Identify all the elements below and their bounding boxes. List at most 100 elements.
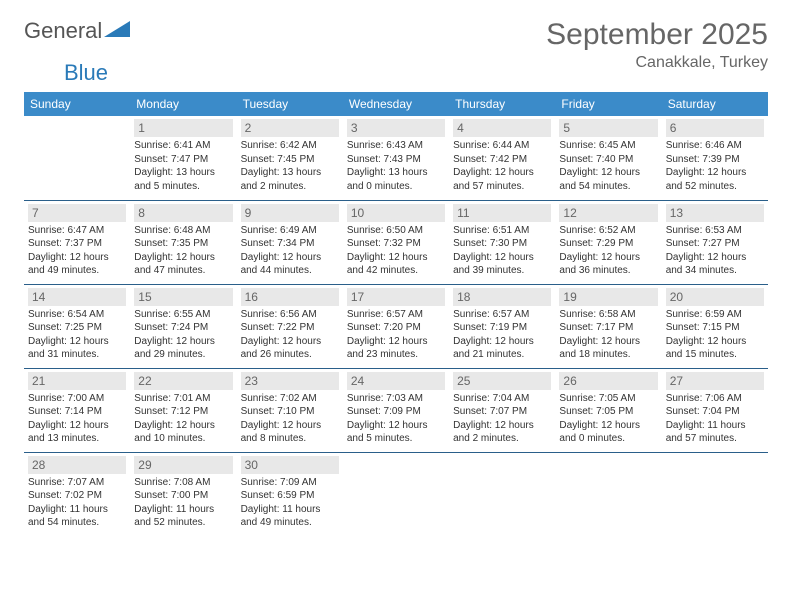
day-number: 12 (559, 204, 657, 222)
daylight-text: Daylight: 12 hours and 39 minutes. (453, 251, 551, 278)
sunset-text: Sunset: 7:47 PM (134, 153, 232, 167)
sunrise-text: Sunrise: 6:56 AM (241, 308, 339, 322)
weekday-header: Wednesday (343, 92, 449, 116)
day-info: Sunrise: 7:05 AMSunset: 7:05 PMDaylight:… (559, 392, 657, 446)
weekday-header: Thursday (449, 92, 555, 116)
calendar-day-cell: 17 Sunrise: 6:57 AMSunset: 7:20 PMDayligh… (343, 284, 449, 368)
weekday-header: Friday (555, 92, 661, 116)
sunrise-text: Sunrise: 7:05 AM (559, 392, 657, 406)
sunset-text: Sunset: 7:00 PM (134, 489, 232, 503)
sunset-text: Sunset: 7:12 PM (134, 405, 232, 419)
day-info: Sunrise: 6:52 AMSunset: 7:29 PMDaylight:… (559, 224, 657, 278)
day-info: Sunrise: 6:55 AMSunset: 7:24 PMDaylight:… (134, 308, 232, 362)
day-number: 29 (134, 456, 232, 474)
day-number: 7 (28, 204, 126, 222)
sunrise-text: Sunrise: 6:53 AM (666, 224, 764, 238)
sunrise-text: Sunrise: 6:50 AM (347, 224, 445, 238)
day-info: Sunrise: 6:46 AMSunset: 7:39 PMDaylight:… (666, 139, 764, 193)
day-info: Sunrise: 6:51 AMSunset: 7:30 PMDaylight:… (453, 224, 551, 278)
sunrise-text: Sunrise: 7:07 AM (28, 476, 126, 490)
daylight-text: Daylight: 12 hours and 47 minutes. (134, 251, 232, 278)
sunrise-text: Sunrise: 7:04 AM (453, 392, 551, 406)
day-number: 27 (666, 372, 764, 390)
sunset-text: Sunset: 7:14 PM (28, 405, 126, 419)
calendar-day-cell: 8Sunrise: 6:48 AMSunset: 7:35 PMDaylight… (130, 200, 236, 284)
sunset-text: Sunset: 7:39 PM (666, 153, 764, 167)
daylight-text: Daylight: 12 hours and 34 minutes. (666, 251, 764, 278)
sunrise-text: Sunrise: 7:03 AM (347, 392, 445, 406)
sunrise-text: Sunrise: 7:01 AM (134, 392, 232, 406)
triangle-icon (104, 19, 130, 44)
daylight-text: Daylight: 12 hours and 26 minutes. (241, 335, 339, 362)
sunrise-text: Sunrise: 6:45 AM (559, 139, 657, 153)
day-number: 10 (347, 204, 445, 222)
calendar-day-cell: 24Sunrise: 7:03 AMSunset: 7:09 PMDayligh… (343, 368, 449, 452)
day-number: 22 (134, 372, 232, 390)
day-info: Sunrise: 6:57 AMSunset: 7:20 PMDaylight:… (347, 308, 445, 362)
calendar-day-cell (343, 452, 449, 536)
calendar-day-cell (24, 116, 130, 200)
day-info: Sunrise: 6:47 AMSunset: 7:37 PMDaylight:… (28, 224, 126, 278)
day-number: 1 (134, 119, 232, 137)
calendar-day-cell: 11Sunrise: 6:51 AMSunset: 7:30 PMDayligh… (449, 200, 555, 284)
daylight-text: Daylight: 12 hours and 13 minutes. (28, 419, 126, 446)
daylight-text: Daylight: 12 hours and 21 minutes. (453, 335, 551, 362)
logo-text-blue-wrap: Blue (24, 60, 768, 86)
sunrise-text: Sunrise: 6:47 AM (28, 224, 126, 238)
daylight-text: Daylight: 12 hours and 23 minutes. (347, 335, 445, 362)
day-number: 3 (347, 119, 445, 137)
day-number: 26 (559, 372, 657, 390)
daylight-text: Daylight: 13 hours and 5 minutes. (134, 166, 232, 193)
daylight-text: Daylight: 12 hours and 18 minutes. (559, 335, 657, 362)
day-info: Sunrise: 6:57 AMSunset: 7:19 PMDaylight:… (453, 308, 551, 362)
sunset-text: Sunset: 7:29 PM (559, 237, 657, 251)
sunset-text: Sunset: 7:22 PM (241, 321, 339, 335)
day-number: 23 (241, 372, 339, 390)
calendar-day-cell: 20 Sunrise: 6:59 AMSunset: 7:15 PMDayligh… (662, 284, 768, 368)
sunrise-text: Sunrise: 6:49 AM (241, 224, 339, 238)
sunset-text: Sunset: 7:02 PM (28, 489, 126, 503)
daylight-text: Daylight: 12 hours and 2 minutes. (453, 419, 551, 446)
calendar-day-cell: 22Sunrise: 7:01 AMSunset: 7:12 PMDayligh… (130, 368, 236, 452)
day-number: 18 (453, 288, 551, 306)
day-info: Sunrise: 6:53 AMSunset: 7:27 PMDaylight:… (666, 224, 764, 278)
calendar-day-cell: 7 Sunrise: 6:47 AMSunset: 7:37 PMDaylight… (24, 200, 130, 284)
sunrise-text: Sunrise: 6:46 AM (666, 139, 764, 153)
day-number: 30 (241, 456, 339, 474)
sunset-text: Sunset: 7:35 PM (134, 237, 232, 251)
calendar-day-cell: 4Sunrise: 6:44 AMSunset: 7:42 PMDaylight… (449, 116, 555, 200)
sunrise-text: Sunrise: 6:42 AM (241, 139, 339, 153)
day-number: 16 (241, 288, 339, 306)
daylight-text: Daylight: 12 hours and 49 minutes. (28, 251, 126, 278)
month-title: September 2025 (546, 18, 768, 52)
sunset-text: Sunset: 7:42 PM (453, 153, 551, 167)
calendar-day-cell: 9Sunrise: 6:49 AMSunset: 7:34 PMDaylight… (237, 200, 343, 284)
sunset-text: Sunset: 7:15 PM (666, 321, 764, 335)
sunrise-text: Sunrise: 6:58 AM (559, 308, 657, 322)
calendar-day-cell: 25Sunrise: 7:04 AMSunset: 7:07 PMDayligh… (449, 368, 555, 452)
sunset-text: Sunset: 7:19 PM (453, 321, 551, 335)
day-info: Sunrise: 6:48 AMSunset: 7:35 PMDaylight:… (134, 224, 232, 278)
calendar-day-cell: 30 Sunrise: 7:09 AMSunset: 6:59 PMDayligh… (237, 452, 343, 536)
day-info: Sunrise: 7:09 AMSunset: 6:59 PMDaylight:… (241, 476, 339, 530)
day-info: Sunrise: 6:43 AMSunset: 7:43 PMDaylight:… (347, 139, 445, 193)
day-info: Sunrise: 6:45 AMSunset: 7:40 PMDaylight:… (559, 139, 657, 193)
day-number: 17 (347, 288, 445, 306)
sunset-text: Sunset: 7:43 PM (347, 153, 445, 167)
day-number: 24 (347, 372, 445, 390)
calendar-day-cell: 16 Sunrise: 6:56 AMSunset: 7:22 PMDayligh… (237, 284, 343, 368)
daylight-text: Daylight: 11 hours and 49 minutes. (241, 503, 339, 530)
sunrise-text: Sunrise: 6:52 AM (559, 224, 657, 238)
calendar-week-row: 21Sunrise: 7:00 AMSunset: 7:14 PMDayligh… (24, 368, 768, 452)
calendar-week-row: 7 Sunrise: 6:47 AMSunset: 7:37 PMDaylight… (24, 200, 768, 284)
sunrise-text: Sunrise: 6:59 AM (666, 308, 764, 322)
daylight-text: Daylight: 12 hours and 52 minutes. (666, 166, 764, 193)
sunrise-text: Sunrise: 6:48 AM (134, 224, 232, 238)
day-info: Sunrise: 6:49 AMSunset: 7:34 PMDaylight:… (241, 224, 339, 278)
day-number: 20 (666, 288, 764, 306)
daylight-text: Daylight: 12 hours and 15 minutes. (666, 335, 764, 362)
daylight-text: Daylight: 12 hours and 8 minutes. (241, 419, 339, 446)
calendar-day-cell: 13Sunrise: 6:53 AMSunset: 7:27 PMDayligh… (662, 200, 768, 284)
daylight-text: Daylight: 13 hours and 2 minutes. (241, 166, 339, 193)
daylight-text: Daylight: 12 hours and 42 minutes. (347, 251, 445, 278)
